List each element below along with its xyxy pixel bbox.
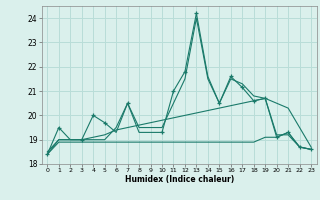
X-axis label: Humidex (Indice chaleur): Humidex (Indice chaleur) xyxy=(124,175,234,184)
